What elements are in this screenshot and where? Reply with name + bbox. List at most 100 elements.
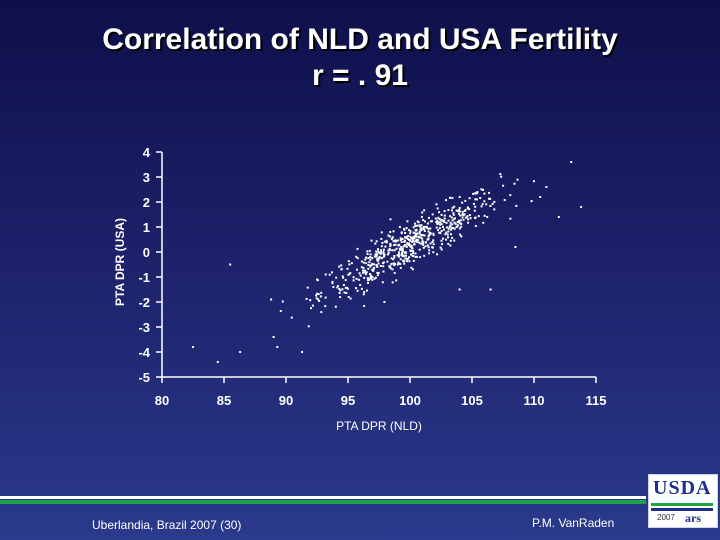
data-point <box>396 263 399 266</box>
data-point <box>369 256 372 258</box>
data-point <box>422 246 425 249</box>
data-point <box>392 262 395 265</box>
data-point <box>458 219 460 222</box>
y-tick-label: -2 <box>138 295 150 310</box>
data-point <box>406 235 408 238</box>
data-point <box>332 286 335 289</box>
data-point <box>356 268 358 271</box>
data-point <box>399 258 402 261</box>
data-point <box>414 229 417 232</box>
data-point <box>350 262 353 265</box>
data-point <box>301 351 304 353</box>
data-point <box>331 282 334 285</box>
data-point <box>463 213 466 216</box>
data-point <box>439 221 442 224</box>
data-point <box>405 254 407 257</box>
data-point <box>404 244 406 247</box>
data-point <box>437 229 440 232</box>
data-point <box>378 255 381 258</box>
data-point <box>393 256 396 259</box>
data-point <box>328 273 331 276</box>
data-point <box>515 204 518 207</box>
data-point <box>421 243 424 245</box>
data-point <box>379 265 382 267</box>
data-point <box>473 202 475 205</box>
data-point <box>443 217 446 220</box>
data-point <box>539 196 542 198</box>
data-point <box>480 188 483 191</box>
data-point <box>374 276 377 279</box>
data-point <box>279 310 282 312</box>
data-point <box>389 218 392 221</box>
data-point <box>423 209 426 212</box>
data-point <box>414 252 417 255</box>
data-point <box>318 299 321 302</box>
data-point <box>336 286 339 289</box>
data-point <box>317 298 320 301</box>
data-point <box>377 271 380 274</box>
data-point <box>341 275 344 278</box>
data-point <box>493 200 496 203</box>
data-point <box>432 232 435 235</box>
data-point <box>401 255 404 258</box>
data-point <box>397 244 400 247</box>
data-point <box>459 214 462 217</box>
data-point <box>431 213 434 216</box>
data-point <box>405 245 408 248</box>
data-point <box>362 293 365 296</box>
data-point <box>417 235 420 238</box>
data-point <box>407 238 409 241</box>
data-point <box>417 241 420 244</box>
data-point <box>464 199 467 202</box>
footer-location: Uberlandia, Brazil 2007 (30) <box>92 518 242 532</box>
data-point <box>377 262 380 265</box>
data-point <box>427 216 430 219</box>
x-axis-label: PTA DPR (NLD) <box>336 419 422 433</box>
y-tick-label: 2 <box>143 195 150 210</box>
data-point <box>385 239 388 242</box>
data-point <box>458 221 460 224</box>
data-point <box>436 219 439 222</box>
data-point <box>371 257 374 260</box>
data-point <box>475 192 478 195</box>
data-point <box>400 247 403 250</box>
data-point <box>469 217 472 220</box>
footer-divider-green <box>0 500 646 504</box>
data-point <box>365 271 368 274</box>
data-point <box>380 245 383 248</box>
data-point <box>380 237 383 240</box>
data-point <box>474 192 477 195</box>
data-point <box>382 255 385 258</box>
data-point <box>398 253 401 256</box>
data-point <box>424 245 427 248</box>
data-point <box>443 220 446 223</box>
data-point <box>395 279 398 282</box>
y-tick-label: -5 <box>138 370 150 385</box>
data-point <box>480 205 483 208</box>
data-point <box>369 258 372 261</box>
data-point <box>362 269 364 272</box>
data-point <box>408 256 410 259</box>
data-point <box>468 208 471 211</box>
data-point <box>315 294 318 297</box>
data-point <box>376 258 379 261</box>
y-tick-label: 0 <box>143 245 150 260</box>
data-point <box>460 235 463 238</box>
data-point <box>467 221 470 224</box>
data-point <box>344 286 347 289</box>
data-point <box>324 273 327 276</box>
data-point <box>376 265 379 268</box>
data-point <box>456 221 459 223</box>
data-point <box>441 225 444 228</box>
data-point <box>427 230 430 233</box>
data-point <box>419 236 422 239</box>
data-point <box>391 236 394 239</box>
data-point <box>384 245 387 248</box>
data-point <box>443 210 446 213</box>
data-point <box>342 284 345 286</box>
data-point <box>364 269 367 272</box>
data-point <box>445 238 447 241</box>
data-point <box>449 225 452 228</box>
data-point <box>399 263 402 265</box>
data-point <box>451 206 454 209</box>
